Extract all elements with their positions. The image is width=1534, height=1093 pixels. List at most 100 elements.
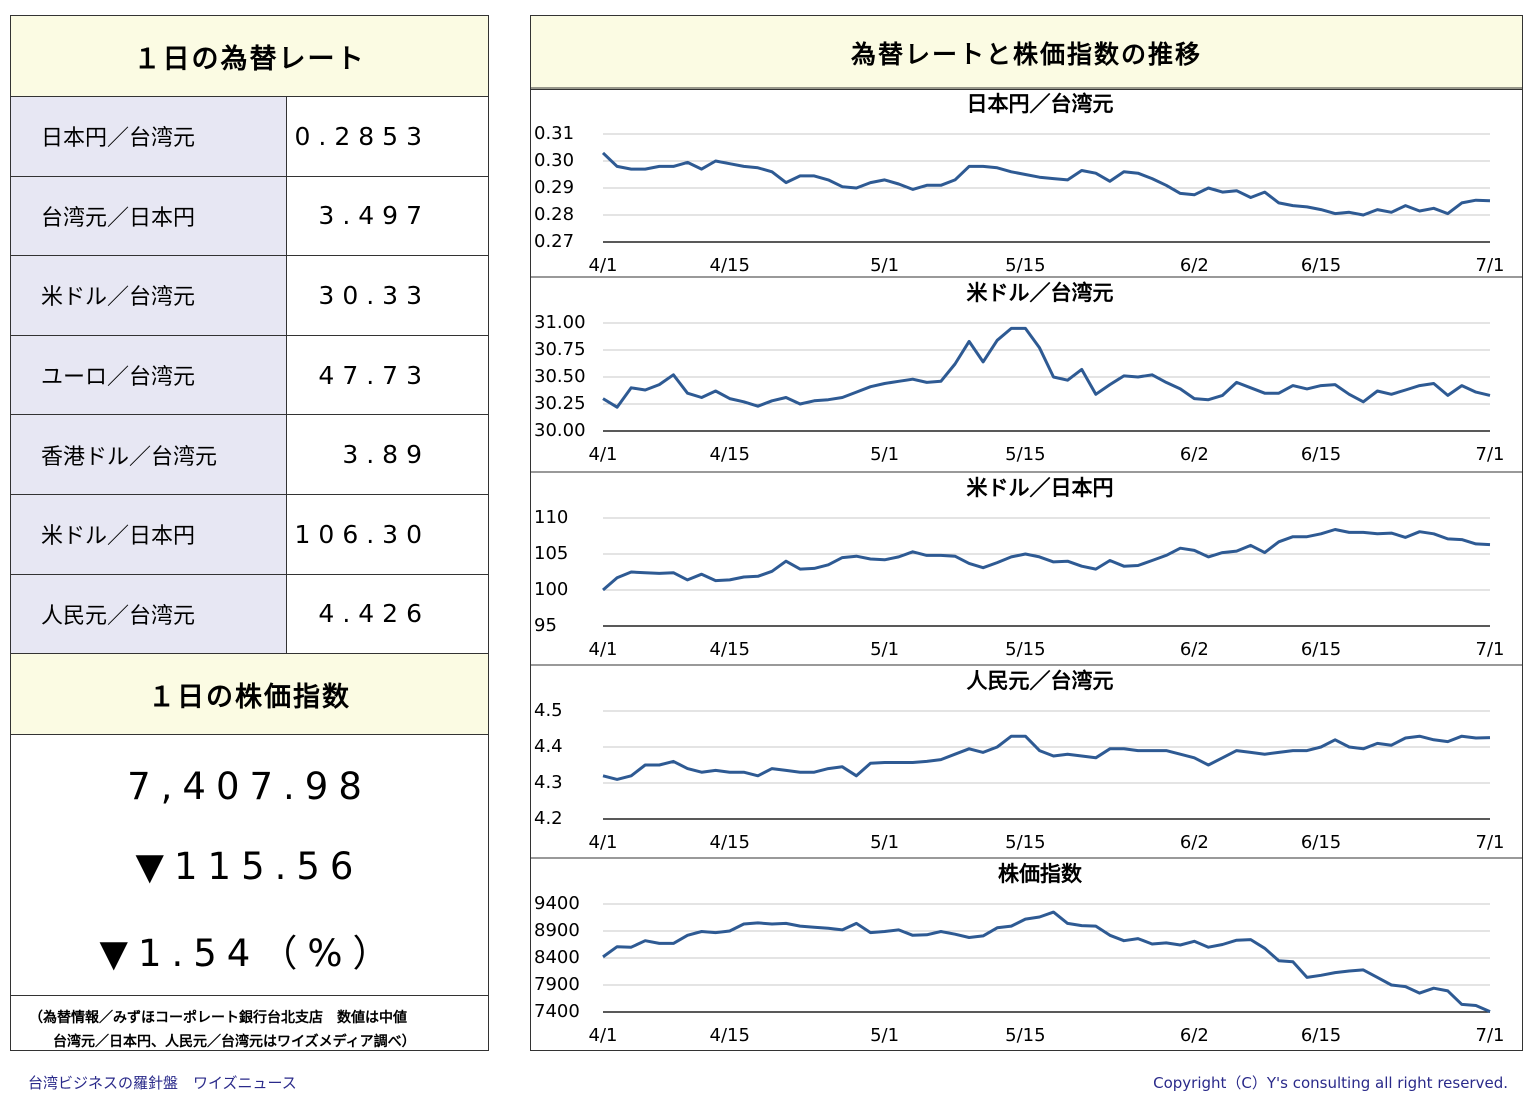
y-tick-label: 30.75	[534, 339, 586, 360]
y-tick-label: 9400	[534, 893, 580, 914]
rate-value: 4.426	[318, 599, 430, 629]
rate-label: 台湾元／日本円	[11, 176, 287, 256]
rate-label: ユーロ／台湾元	[11, 335, 287, 415]
x-tick-label: 5/15	[1005, 639, 1045, 660]
rate-row: 人民元／台湾元 4.426	[11, 574, 488, 655]
y-tick-label: 95	[534, 615, 557, 636]
stock-value: 7,407.98	[127, 765, 372, 809]
y-tick-label: 0.31	[534, 123, 574, 144]
x-tick-label: 5/15	[1005, 832, 1045, 853]
rate-label: 日本円／台湾元	[11, 97, 287, 176]
rate-row: 米ドル／日本円 106.30	[11, 494, 488, 575]
stock-title: １日の株価指数	[11, 654, 488, 736]
x-tick-label: 6/15	[1301, 255, 1341, 276]
x-tick-label: 5/1	[870, 1025, 899, 1046]
x-tick-label: 7/1	[1476, 255, 1505, 276]
rate-label: 米ドル／台湾元	[11, 256, 287, 335]
y-tick-label: 105	[534, 543, 568, 564]
x-tick-label: 5/1	[870, 255, 899, 276]
footer-left: 台湾ビジネスの羅針盤 ワイズニュース	[28, 1074, 297, 1092]
rate-value: 3.497	[318, 201, 430, 231]
rate-value: 3.89	[342, 440, 430, 470]
x-tick-label: 6/2	[1180, 639, 1209, 660]
series-line	[601, 151, 1491, 217]
series-line	[602, 528, 1491, 592]
y-tick-label: 7400	[534, 1001, 580, 1022]
stock-box: 7,407.98 ▼115.56 ▼1.54（%）	[11, 735, 488, 997]
x-tick-label: 6/2	[1180, 1025, 1209, 1046]
x-tick-label: 6/15	[1301, 1025, 1341, 1046]
x-tick-label: 4/1	[589, 1025, 618, 1046]
y-tick-label: 4.5	[534, 700, 563, 721]
y-tick-label: 4.3	[534, 772, 563, 793]
y-tick-label: 0.28	[534, 204, 574, 225]
rate-row: 台湾元／日本円 3.497	[11, 176, 488, 257]
rate-row: ユーロ／台湾元 47.73	[11, 335, 488, 416]
charts-title: 為替レートと株価指数の推移	[531, 16, 1522, 90]
left-panel: １日の為替レート 日本円／台湾元 0.2853 台湾元／日本円 3.497 米ドル／台湾…	[10, 15, 489, 1051]
y-tick-label: 4.2	[534, 808, 563, 829]
x-tick-label: 6/2	[1180, 832, 1209, 853]
y-tick-label: 0.27	[534, 231, 574, 252]
rate-value: 106.30	[294, 519, 430, 549]
y-tick-label: 8400	[534, 947, 580, 968]
y-tick-label: 0.30	[534, 150, 574, 171]
x-tick-label: 4/15	[710, 1025, 750, 1046]
stock-change: ▼115.56	[135, 845, 364, 889]
x-tick-label: 7/1	[1476, 639, 1505, 660]
y-tick-label: 8900	[534, 920, 580, 941]
y-tick-label: 100	[534, 579, 568, 600]
stock-change-pct: ▼1.54（%）	[99, 932, 400, 976]
x-tick-label: 5/15	[1005, 444, 1045, 465]
x-tick-label: 6/15	[1301, 444, 1341, 465]
rate-value: 30.33	[318, 280, 430, 310]
chart-title: 株価指数	[998, 862, 1083, 886]
right-panel: 為替レートと株価指数の推移	[530, 15, 1523, 1051]
rate-row: 日本円／台湾元 0.2853	[11, 97, 488, 177]
y-tick-label: 31.00	[534, 312, 586, 333]
x-tick-label: 7/1	[1476, 832, 1505, 853]
x-tick-label: 5/1	[870, 832, 899, 853]
y-tick-label: 0.29	[534, 177, 574, 198]
y-tick-label: 30.50	[534, 366, 586, 387]
chart-title: 米ドル／日本円	[967, 476, 1114, 500]
x-tick-label: 4/15	[710, 255, 750, 276]
x-tick-label: 4/1	[589, 832, 618, 853]
x-tick-label: 6/2	[1180, 255, 1209, 276]
note-line: （為替情報／みずほコーポレート銀行台北支店 数値は中値	[29, 1010, 407, 1027]
rate-row: 米ドル／台湾元 30.33	[11, 256, 488, 336]
rate-row: 香港ドル／台湾元 3.89	[11, 415, 488, 495]
x-tick-label: 5/15	[1005, 1025, 1045, 1046]
x-tick-label: 7/1	[1476, 444, 1505, 465]
footer-right: Copyright（C）Y's consulting all right res…	[1153, 1074, 1508, 1092]
y-tick-label: 7900	[534, 974, 580, 995]
x-tick-label: 4/1	[589, 255, 618, 276]
series-line	[602, 910, 1491, 1013]
rate-value: 47.73	[318, 360, 430, 390]
rate-label: 香港ドル／台湾元	[11, 415, 287, 494]
x-tick-label: 5/1	[870, 444, 899, 465]
chart-title: 米ドル／台湾元	[967, 281, 1114, 305]
rates-title: １日の為替レート	[11, 16, 488, 97]
x-tick-label: 4/15	[710, 444, 750, 465]
x-tick-label: 4/1	[589, 639, 618, 660]
x-tick-label: 4/15	[710, 639, 750, 660]
series-line	[602, 734, 1491, 781]
rates-table: 日本円／台湾元 0.2853 台湾元／日本円 3.497 米ドル／台湾元 30.33 ユーロ…	[11, 97, 488, 655]
series-line	[602, 326, 1491, 409]
y-tick-label: 110	[534, 507, 568, 528]
x-tick-label: 7/1	[1476, 1025, 1505, 1046]
x-tick-label: 6/15	[1301, 832, 1341, 853]
x-tick-label: 5/15	[1005, 255, 1045, 276]
x-tick-label: 6/15	[1301, 639, 1341, 660]
x-tick-label: 4/15	[710, 832, 750, 853]
y-tick-label: 30.25	[534, 393, 586, 414]
chart-title: 日本円／台湾元	[967, 92, 1114, 116]
rate-value: 0.2853	[294, 121, 430, 151]
x-tick-label: 4/1	[589, 444, 618, 465]
rate-label: 人民元／台湾元	[11, 574, 287, 654]
note: （為替情報／みずほコーポレート銀行台北支店 数値は中値 台湾元／日本円、人民元／…	[11, 996, 488, 1054]
y-tick-label: 30.00	[534, 420, 586, 441]
